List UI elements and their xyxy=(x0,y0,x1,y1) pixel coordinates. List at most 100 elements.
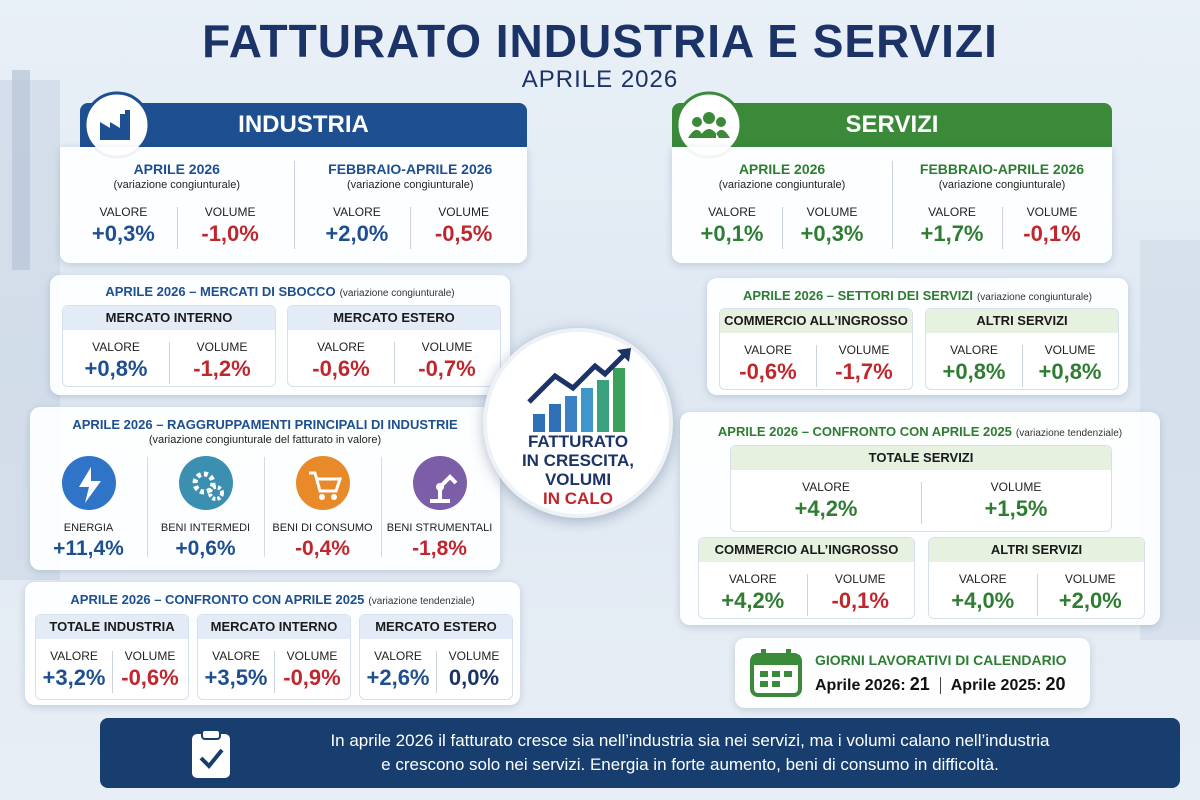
metric-value: +1,5% xyxy=(984,496,1048,521)
group-box: MERCATO ESTERO VALORE +2,6% VOLUME 0,0% xyxy=(359,614,513,700)
section-note: (variazione congiunturale del fatturato … xyxy=(148,434,382,446)
markets-card: APRILE 2026 – MERCATI DI SBOCCO (variazio… xyxy=(50,275,510,395)
section-title: APRILE 2026 – SETTORI DEI SERVIZI (variaz… xyxy=(707,288,1128,303)
growth-chart-graphic xyxy=(527,348,631,432)
group-box: TOTALE INDUSTRIA VALORE +3,2% VOLUME -0,6% xyxy=(35,614,189,700)
calendar-value: 20 xyxy=(1045,674,1066,694)
category-icon xyxy=(412,455,468,516)
period-title: FEBBRAIO-APRILE 2026 xyxy=(919,161,1085,177)
category-icon xyxy=(61,455,117,516)
metric-label: VOLUME xyxy=(838,343,890,357)
calendar-icon-graphic xyxy=(750,649,802,697)
metric-value: +4,0% xyxy=(951,588,1015,613)
section-icon xyxy=(674,90,744,165)
divider xyxy=(921,482,922,524)
footer-text: e crescono solo nei servizi. Energia in … xyxy=(381,755,999,774)
metric-value: -0,6% xyxy=(312,356,370,381)
group-box: TOTALE SERVIZI VALORE +4,2% VOLUME +1,5% xyxy=(730,445,1112,532)
metric-label: VOLUME xyxy=(806,205,858,219)
calendar-icon xyxy=(749,647,803,704)
section-title: APRILE 2026 – MERCATI DI SBOCCO (variazio… xyxy=(50,284,510,299)
group-name: ALTRI SERVIZI xyxy=(929,538,1144,562)
divider xyxy=(782,207,783,249)
clipboard-icon xyxy=(188,728,234,785)
metric-label: VOLUME xyxy=(448,649,500,663)
metric-value: +0,1% xyxy=(700,221,764,246)
group-box: ALTRI SERVIZI VALORE +0,8% VOLUME +0,8% xyxy=(925,308,1119,390)
metric-value: -0,5% xyxy=(434,221,493,246)
category-icon-graphic xyxy=(296,456,350,510)
metric-label: VALORE xyxy=(99,205,148,219)
section-title: APRILE 2026 – CONFRONTO CON APRILE 2025(… xyxy=(25,592,520,607)
metric-label: VALORE xyxy=(374,649,422,663)
metric-value: -0,9% xyxy=(283,665,341,690)
metric-value: +0,3% xyxy=(800,221,864,246)
divider xyxy=(394,342,395,384)
category-label: BENI INTERMEDI xyxy=(160,522,251,534)
metric-label: VOLUME xyxy=(1044,343,1096,357)
metric-label: VALORE xyxy=(332,205,381,219)
metric-value: -1,0% xyxy=(201,221,259,246)
metric-value: -1,7% xyxy=(835,359,893,384)
section-header-title: SERVIZI xyxy=(845,111,939,138)
metric-label: VALORE xyxy=(50,649,98,663)
divider xyxy=(274,651,275,693)
metric-label: VOLUME xyxy=(1064,572,1116,586)
group-name: COMMERCIO ALL’INGROSSO xyxy=(720,309,912,333)
section-header: INDUSTRIA xyxy=(80,103,527,147)
calendar-title: GIORNI LAVORATIVI DI CALENDARIO xyxy=(815,652,1067,668)
group-name: COMMERCIO ALL’INGROSSO xyxy=(699,538,914,562)
metric-label: VOLUME xyxy=(196,340,248,354)
badge-highlight: IN CALO xyxy=(543,489,613,508)
divider xyxy=(892,161,893,249)
metric-value: +3,2% xyxy=(42,665,106,690)
section-note: (variazione congiunturale) xyxy=(339,288,455,299)
divider xyxy=(147,457,148,557)
calendar-label: Aprile 2025: xyxy=(950,677,1042,694)
group-box: COMMERCIO ALL’INGROSSO VALORE +4,2% VOLUME -… xyxy=(698,537,915,619)
section-title-text: APRILE 2026 – MERCATI DI SBOCCO xyxy=(105,284,336,299)
metric-value: +3,5% xyxy=(204,665,268,690)
category-icon-graphic xyxy=(62,456,116,510)
subtitle: APRILE 2026 xyxy=(521,66,679,93)
footer-text: In aprile 2026 il fatturato cresce sia n… xyxy=(330,731,1050,750)
metric-label: VALORE xyxy=(950,343,998,357)
metric-value: +0,8% xyxy=(1038,359,1102,384)
clipboard-icon-graphic xyxy=(192,729,230,778)
divider xyxy=(436,651,437,693)
divider xyxy=(816,345,817,387)
category-value: +11,4% xyxy=(53,537,124,560)
section-note: (variazione congiunturale) xyxy=(976,292,1093,303)
section-title: APRILE 2026 – CONFRONTO CON APRILE 2025(… xyxy=(680,424,1160,439)
metric-label: VOLUME xyxy=(124,649,176,663)
group-box: ALTRI SERVIZI VALORE +4,0% VOLUME +2,0% xyxy=(928,537,1145,619)
group-name: TOTALE INDUSTRIA xyxy=(36,615,188,639)
group-name: TOTALE SERVIZI xyxy=(731,446,1111,470)
section-header: SERVIZI xyxy=(672,103,1112,147)
metric-value: -0,6% xyxy=(739,359,797,384)
divider xyxy=(381,457,382,557)
calendar-card: GIORNI LAVORATIVI DI CALENDARIO Aprile 20… xyxy=(735,638,1090,708)
growth-chart xyxy=(525,344,635,439)
metric-value: -1,2% xyxy=(193,356,251,381)
calendar-value: 21 xyxy=(909,674,930,694)
category-label: ENERGIA xyxy=(63,522,114,534)
divider xyxy=(264,457,265,557)
metric-label: VOLUME xyxy=(834,572,886,586)
group-name: MERCATO ESTERO xyxy=(288,306,500,330)
metric-label: VALORE xyxy=(728,572,777,586)
divider xyxy=(293,161,295,249)
metric-value: -0,1% xyxy=(831,588,889,613)
divider xyxy=(1002,207,1003,249)
section-title-text: APRILE 2026 – CONFRONTO CON APRILE 2025 xyxy=(70,592,365,607)
divider xyxy=(1036,574,1038,616)
category-icon-graphic xyxy=(179,456,233,510)
metric-label: VOLUME xyxy=(204,205,256,219)
divider xyxy=(169,342,170,384)
metric-label: VALORE xyxy=(92,340,140,354)
category-label: BENI STRUMENTALI xyxy=(386,522,493,534)
period-title: FEBBRAIO-APRILE 2026 xyxy=(328,161,493,177)
metric-label: VALORE xyxy=(212,649,260,663)
metric-value: -0,1% xyxy=(1023,221,1081,246)
